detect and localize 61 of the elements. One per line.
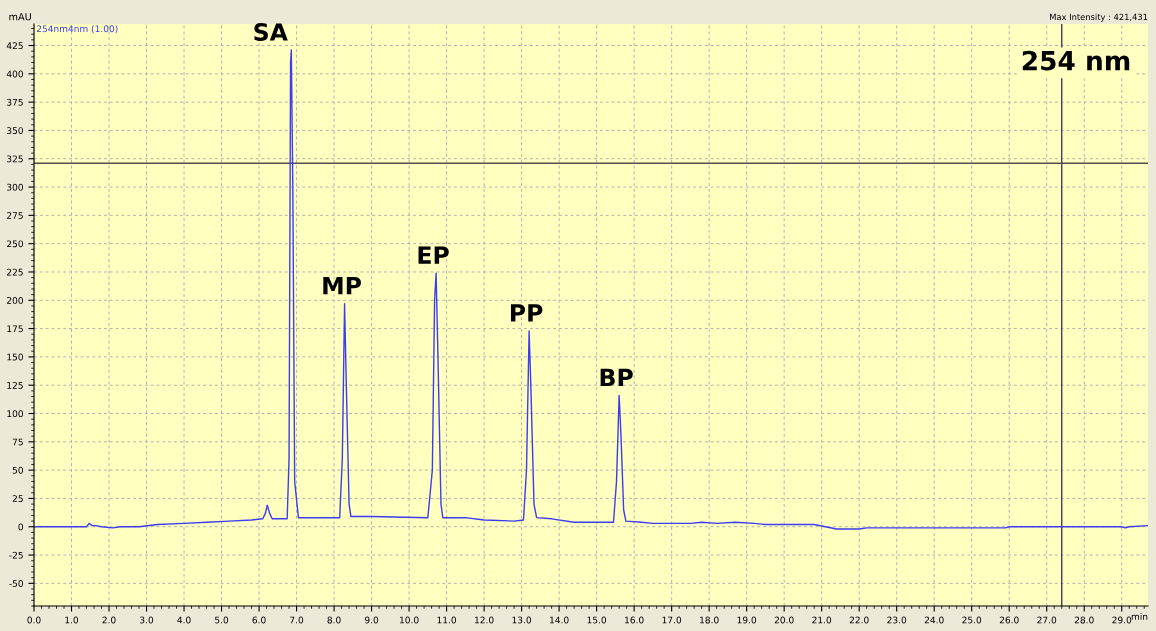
y-tick-label: 125 [7,381,23,389]
text: Max Intensity : 421,431 [1050,13,1148,22]
y-tick-label: 150 [7,353,23,361]
x-tick-label: 18.0 [700,616,719,624]
x-tick-label: 22.0 [849,616,869,624]
x-tick-label: 23.0 [887,616,907,624]
x-tick-label: 10.0 [400,616,419,624]
x-tick-label: 29.0 [1112,616,1132,624]
x-tick-label: 0.0 [27,616,41,624]
x-tick-label: 4.0 [177,616,191,624]
y-tick-label: 400 [6,70,23,78]
x-tick-label: 5.0 [215,616,229,624]
x-axis-title: min [1131,612,1148,620]
x-tick-label: 11.0 [437,616,457,624]
annotation: MP [323,277,361,295]
x-tick-label: 28.0 [1074,616,1094,624]
x-tick-label: 3.0 [140,616,154,624]
x-tick-label: 25.0 [962,616,982,624]
x-tick-label: 9.0 [364,616,379,624]
y-tick-label: 25 [12,495,23,502]
y-tick-label: 425 [6,42,23,50]
text: 254nm4nm (1.00) [36,25,118,34]
x-tick-label: 16.0 [625,616,644,624]
y-tick-label: 325 [7,155,23,163]
y-tick-label: 75 [12,438,23,446]
y-tick-label: 275 [7,212,23,219]
x-tick-label: 13.0 [512,616,532,624]
x-tick-label: 26.0 [999,616,1019,624]
x-tick-label: 7.0 [290,616,304,624]
x-tick-label: 24.0 [924,616,944,624]
x-tick-label: 2.0 [102,616,116,624]
y-tick-label: 200 [7,297,23,304]
line-series [34,49,1148,530]
x-tick-label: 14.0 [550,616,569,624]
y-tick-label: 100 [7,410,23,418]
y-tick-label: 50 [12,466,23,474]
y-tick-label: 375 [7,98,23,106]
x-tick-label: 19.0 [737,616,757,624]
annotation: 254 nm [1022,50,1130,71]
annotation: EP [418,246,449,264]
y-tick-label: -25 [9,551,23,559]
y-tick-label: 0 [18,523,23,531]
y-tick-label: 225 [7,268,23,276]
y-tick-label: 350 [7,127,23,134]
annotation: PP [510,304,543,322]
y-tick-label: 175 [7,325,23,333]
y-tick-label: 300 [7,183,23,191]
x-tick-label: 6.0 [252,616,266,624]
y-tick-label: 250 [7,240,23,248]
x-tick-label: 1.0 [65,616,79,624]
x-tick-label: 8.0 [327,616,341,624]
x-tick-label: 15.0 [587,616,607,624]
x-tick-label: 17.0 [662,616,682,624]
x-tick-label: 20.0 [774,616,794,624]
annotation: SA [254,23,288,41]
x-tick-label: 12.0 [475,616,494,624]
annotation: BP [600,368,633,386]
x-tick-label: 27.0 [1037,616,1057,624]
y-tick-label: -50 [9,580,23,587]
y-axis-title: mAU [9,13,31,21]
x-tick-label: 21.0 [812,616,832,624]
